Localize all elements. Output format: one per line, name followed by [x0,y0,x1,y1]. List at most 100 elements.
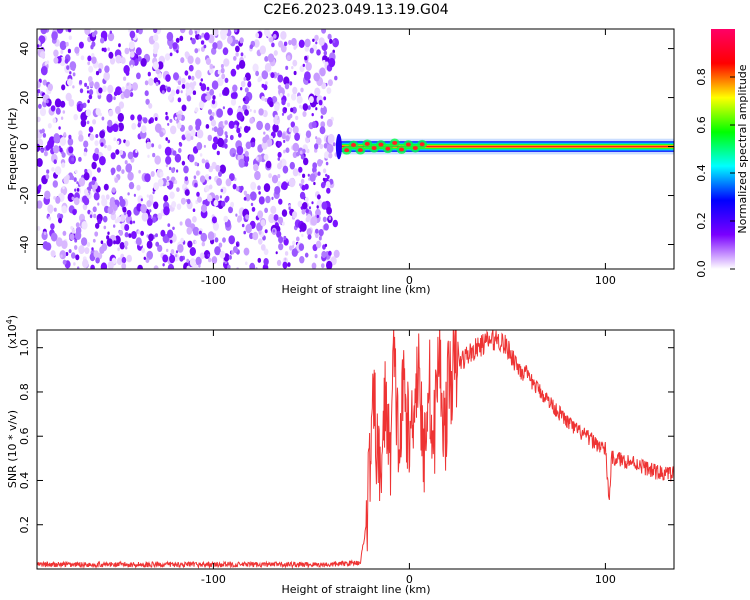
noise-blob [307,173,310,177]
noise-blob [299,150,303,155]
noise-blob [161,90,165,95]
noise-blob [321,82,327,90]
noise-blob [50,232,58,242]
noise-blob [294,132,300,141]
noise-blob [255,32,260,38]
noise-blob [230,92,236,99]
noise-blob [147,71,151,77]
noise-blob [132,82,138,91]
noise-blob [207,231,215,241]
noise-blob [119,214,126,222]
noise-blob [195,57,201,65]
noise-blob [293,70,297,76]
noise-blob [326,143,334,154]
noise-blob [177,113,182,121]
noise-blob [165,115,169,121]
noise-blob [256,154,263,163]
noise-blob [327,133,335,144]
noise-blob [238,158,246,168]
noise-blob [322,168,327,174]
noise-blob [213,199,219,207]
noise-blob [319,143,324,150]
noise-blob [59,250,67,260]
noise-blob [321,201,328,210]
signal-wobble-core [399,147,405,152]
noise-blob [174,116,178,121]
noise-blob [70,175,75,181]
noise-blob [100,262,108,269]
noise-blob [144,80,149,86]
noise-blob [302,103,309,111]
noise-blob [323,96,327,101]
noise-blob [78,156,82,162]
noise-blob [38,103,42,109]
signal-wobble-core [357,148,363,153]
noise-blob [45,174,50,180]
noise-blob [37,81,41,89]
noise-blob [152,191,155,195]
noise-blob [279,160,283,164]
noise-blob [292,125,299,135]
noise-blob [37,226,41,231]
noise-blob [91,247,94,251]
noise-blob [65,29,69,32]
noise-blob [257,77,261,83]
noise-blob [158,144,162,150]
noise-blob [281,133,286,140]
noise-blob [281,209,288,217]
noise-blob [199,153,203,157]
noise-blob [299,65,305,73]
noise-blob [83,172,90,181]
noise-blob [311,121,317,129]
noise-blob [264,229,268,234]
noise-blob [206,86,210,91]
noise-blob [303,157,309,166]
noise-blob [278,40,284,48]
noise-blob [136,29,139,33]
noise-blob [47,83,53,92]
noise-blob [264,207,268,213]
noise-blob [334,75,338,81]
noise-blob [42,241,49,250]
noise-blob [232,84,238,92]
noise-blob [146,194,149,198]
noise-blob [232,183,237,190]
noise-blob [326,87,332,94]
noise-blob [170,249,175,255]
noise-blob [312,38,315,42]
noise-blob [58,126,61,130]
noise-blob [274,103,280,112]
noise-blob [283,76,290,86]
noise-blob [289,245,293,251]
signal-wobble-core [419,142,425,147]
noise-blob [87,55,92,62]
noise-blob [302,63,305,67]
noise-blob [238,132,242,138]
signal-leading-edge [335,133,342,160]
noise-blob [277,181,282,188]
noise-blob [224,120,228,125]
noise-blob [135,47,142,56]
snr-y-multiplier: (x104) [5,315,19,349]
noise-blob [169,239,173,244]
noise-blob [228,206,233,214]
noise-blob [264,62,272,73]
noise-blob [198,35,202,40]
noise-blob [40,51,46,59]
noise-blob [327,33,332,40]
noise-blob [37,44,40,48]
noise-blob [194,48,199,54]
noise-blob [274,114,278,120]
noise-blob [184,176,189,182]
noise-blob [201,241,205,247]
noise-blob [109,30,113,34]
noise-blob [276,259,282,266]
noise-blob [282,165,289,174]
noise-blob [273,34,277,39]
noise-blob [315,136,318,140]
noise-blob [102,215,108,223]
noise-blob [186,95,192,102]
noise-blob [300,106,304,110]
noise-blob [88,89,94,96]
noise-blob [96,167,101,173]
